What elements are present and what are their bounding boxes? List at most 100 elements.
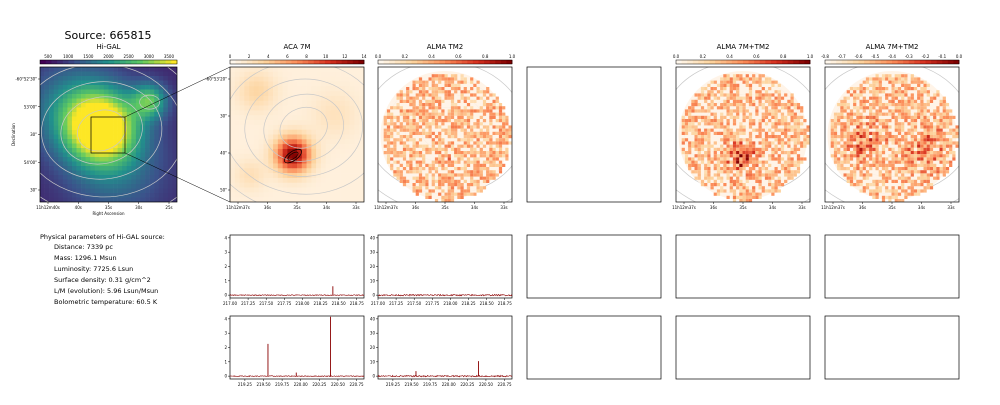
alma-tm2-map-pixel bbox=[428, 192, 432, 196]
alma-7m-tm2-map-pixel bbox=[713, 154, 717, 158]
higal-map-pixel bbox=[85, 170, 91, 176]
alma-7m-tm2-b-map-pixel bbox=[885, 189, 889, 193]
alma-7m-tm2-b-map-pixel bbox=[856, 160, 860, 164]
alma-7m-tm2-b-map-pixel bbox=[929, 163, 934, 167]
higal-map-pixel bbox=[154, 94, 160, 99]
alma-tm2-map-pixel bbox=[450, 99, 455, 103]
alma-7m-tm2-map-pixel bbox=[726, 77, 730, 81]
aca-map-pixel bbox=[306, 192, 312, 198]
alma-7m-tm2-map-pixel bbox=[752, 147, 756, 151]
aca-map-pixel bbox=[344, 148, 350, 155]
aca-map-pixel bbox=[344, 139, 350, 145]
alma-7m-tm2-map-pixel bbox=[800, 109, 804, 113]
alma-7m-tm2-map-pixel bbox=[707, 157, 711, 161]
alma-tm2-map-pixel bbox=[386, 138, 391, 142]
aca-map-pixel bbox=[287, 124, 293, 130]
higal-map-pixel bbox=[117, 170, 123, 176]
alma-7m-tm2-map-pixel bbox=[768, 96, 772, 100]
alma-7m-tm2-map-pixel bbox=[784, 131, 788, 135]
aca-map-pixel bbox=[277, 144, 283, 150]
alma-tm2-map-pixel bbox=[454, 135, 458, 139]
alma-tm2-map-pixel bbox=[489, 112, 493, 116]
alma-7m-tm2-map-pixel bbox=[729, 96, 733, 100]
alma-7m-tm2-b-map-pixel bbox=[843, 154, 847, 158]
alma-7m-tm2-b-map-colorbar-segment bbox=[852, 60, 859, 64]
alma-7m-tm2-b-map-pixel bbox=[923, 163, 927, 167]
higal-map-pixel bbox=[126, 175, 132, 180]
alma-tm2-map-pixel bbox=[390, 122, 394, 126]
alma-tm2-map-pixel bbox=[425, 144, 429, 148]
higal-map-pixel bbox=[49, 184, 54, 189]
aca-map-xtick-label: 33s bbox=[352, 205, 359, 210]
higal-map-pixel bbox=[113, 193, 118, 198]
alma-7m-tm2-b-map-pixel bbox=[920, 138, 924, 142]
alma-7m-tm2-map-pixel bbox=[758, 93, 762, 97]
aca-map-pixel bbox=[244, 148, 250, 155]
higal-map-pixel bbox=[131, 94, 137, 99]
alma-7m-tm2-map-pixel bbox=[739, 147, 743, 151]
higal-map-pixel bbox=[71, 107, 77, 113]
alma-7m-tm2-map-pixel bbox=[761, 96, 765, 100]
higal-map-pixel bbox=[99, 170, 105, 176]
alma-7m-tm2-map-pixel bbox=[726, 147, 730, 151]
aca-map-pixel bbox=[301, 173, 307, 179]
alma-7m-tm2-b-map-pixel bbox=[920, 163, 924, 167]
alma-tm2-map-colorbar-segment bbox=[428, 60, 435, 64]
param-mass: Mass: 1296.1 Msun bbox=[54, 254, 117, 262]
alma-tm2-map-pixel bbox=[438, 144, 442, 148]
alma-7m-tm2-b-map-pixel bbox=[846, 125, 850, 129]
alma-7m-tm2-b-map-pixel bbox=[872, 125, 876, 129]
alma-7m-tm2-b-map-pixel bbox=[885, 77, 889, 81]
alma-7m-tm2-b-map-pixel bbox=[833, 131, 838, 135]
alma-7m-tm2-map-pixel bbox=[745, 80, 749, 84]
aca-map-pixel bbox=[253, 86, 260, 92]
alma-tm2-map-pixel bbox=[470, 154, 474, 158]
alma-7m-tm2-b-map-pixel bbox=[843, 151, 847, 155]
higal-map-pixel bbox=[140, 130, 146, 135]
alma-7m-tm2-map-pixel bbox=[764, 122, 769, 126]
alma-7m-tm2-b-map-colorbar-segment bbox=[836, 60, 843, 64]
aca-map-pixel bbox=[325, 158, 331, 164]
alma-tm2-map-pixel bbox=[479, 173, 483, 177]
alma-7m-tm2-map-pixel bbox=[784, 167, 788, 171]
alma-7m-tm2-b-map-pixel bbox=[949, 160, 953, 164]
higal-map-pixel bbox=[71, 134, 77, 140]
alma-tm2-map-pixel bbox=[428, 131, 432, 135]
alma-7m-tm2-b-map-pixel bbox=[888, 77, 892, 81]
aca-map-pixel bbox=[320, 163, 327, 169]
alma-7m-tm2-b-map-pixel bbox=[856, 147, 860, 151]
aca-map-pixel bbox=[320, 120, 327, 126]
alma-tm2-map-pixel bbox=[441, 74, 445, 78]
alma-7m-tm2-b-map-pixel bbox=[856, 138, 860, 142]
alma-7m-tm2-map-pixel bbox=[713, 125, 717, 129]
higal-map-pixel bbox=[62, 188, 68, 194]
spec-tm2-2-ytick-label: 20 bbox=[370, 345, 376, 350]
aca-map-pixel bbox=[359, 120, 364, 126]
alma-7m-tm2-b-map-pixel bbox=[894, 109, 898, 113]
alma-7m-tm2-map-pixel bbox=[752, 103, 756, 107]
alma-7m-tm2-b-map-pixel bbox=[869, 103, 873, 107]
alma-7m-tm2-b-map-pixel bbox=[936, 138, 940, 142]
alma-7m-tm2-map-pixel bbox=[736, 160, 740, 164]
alma-tm2-map-pixel bbox=[399, 173, 403, 177]
higal-map-pixel bbox=[71, 157, 77, 162]
alma-tm2-map-pixel bbox=[479, 151, 483, 155]
aca-map-colorbar-segment bbox=[269, 60, 276, 64]
higal-map-pixel bbox=[172, 161, 177, 167]
alma-7m-tm2-b-map-pixel bbox=[913, 122, 918, 126]
alma-7m-tm2-b-map-pixel bbox=[917, 103, 921, 107]
alma-7m-tm2-b-map-pixel bbox=[840, 163, 844, 167]
alma-7m-tm2-b-map-pixel bbox=[897, 99, 902, 103]
alma-7m-tm2-b-map-pixel bbox=[913, 163, 918, 167]
aca-map-pixel bbox=[325, 95, 331, 102]
alma-7m-tm2-map-pixel bbox=[771, 135, 775, 139]
alma-7m-tm2-map-pixel bbox=[688, 119, 692, 123]
aca-map-pixel bbox=[282, 153, 288, 159]
alma-7m-tm2-b-map-pixel bbox=[846, 179, 850, 183]
aca-map-pixel bbox=[335, 115, 341, 121]
alma-7m-tm2-map-pixel bbox=[742, 186, 746, 190]
alma-7m-tm2-map-pixel bbox=[700, 154, 705, 158]
aca-map-pixel bbox=[277, 168, 283, 174]
alma-7m-tm2-b-map-pixel bbox=[840, 151, 844, 155]
